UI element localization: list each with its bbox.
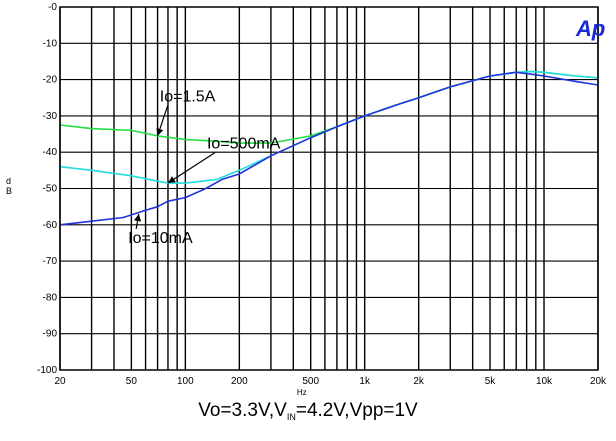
- x-tick-label: 1k: [359, 376, 371, 387]
- y-axis-label-line2: B: [6, 186, 12, 196]
- y-axis-ticks: -0 -10 -20 -30 -40 -50 -60 -70 -80 -90 -100: [37, 2, 57, 376]
- y-tick-label: -90: [43, 329, 58, 340]
- plot-frame: [59, 6, 599, 371]
- y-tick-label: -30: [43, 111, 58, 122]
- x-tick-label: 100: [177, 376, 194, 387]
- y-tick-label: -20: [43, 75, 58, 86]
- y-axis-label-line1: d: [6, 176, 11, 186]
- annotation-arrow: [167, 152, 216, 184]
- annotations: Io=1.5A Io=500mA Io=10mA: [128, 88, 280, 247]
- x-tick-label: 20k: [590, 376, 607, 387]
- y-tick-label: -60: [43, 220, 58, 231]
- x-tick-label: 50: [126, 376, 138, 387]
- caption-hz-unit: Hz: [296, 388, 307, 397]
- caption-vin-subscript: IN: [286, 412, 296, 422]
- annotation-label: Io=500mA: [207, 136, 281, 153]
- x-tick-label: 20: [54, 376, 66, 387]
- x-axis-ticks: 20 50 100 200 500 1k 2k 5k 10k 20k: [54, 376, 607, 387]
- y-tick-label: -0: [48, 2, 57, 13]
- y-tick-label: -70: [43, 256, 58, 267]
- x-tick-label: 5k: [485, 376, 497, 387]
- y-tick-label: -100: [37, 365, 57, 376]
- annotation-arrow: [156, 105, 169, 137]
- annotation-label: Io=10mA: [128, 230, 193, 247]
- y-tick-label: -10: [43, 38, 58, 49]
- x-tick-label: 10k: [536, 376, 553, 387]
- caption-part2: =4.2V,Vpp=1V: [295, 400, 418, 421]
- caption-part1: Vo=3.3V,V: [198, 400, 287, 421]
- series-lines: [59, 70, 599, 226]
- ap-logo: Ap: [575, 16, 605, 41]
- annotation-label: Io=1.5A: [160, 88, 216, 105]
- x-tick-label: 500: [302, 376, 319, 387]
- vin-subscript-group: Hz IN: [286, 388, 307, 422]
- x-tick-label: 2k: [413, 376, 425, 387]
- x-tick-label: 200: [231, 376, 248, 387]
- grid: [59, 6, 599, 371]
- y-tick-label: -50: [43, 184, 58, 195]
- chart-caption: Vo=3.3V,V Hz IN=4.2V,Vpp=1V: [0, 388, 616, 422]
- series-line: [59, 71, 599, 226]
- y-tick-label: -40: [43, 147, 58, 158]
- annotation-arrow: [134, 213, 142, 230]
- y-tick-label: -80: [43, 292, 58, 303]
